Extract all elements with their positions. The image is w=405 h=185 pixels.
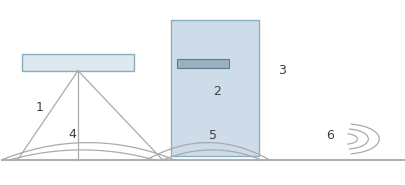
Text: 2: 2 xyxy=(213,85,220,98)
Text: 1: 1 xyxy=(36,101,43,114)
Bar xyxy=(171,20,259,156)
Text: 6: 6 xyxy=(325,129,333,142)
Text: 5: 5 xyxy=(209,129,217,142)
Bar xyxy=(21,54,134,71)
Text: 4: 4 xyxy=(68,128,76,141)
Text: 3: 3 xyxy=(277,64,285,77)
Bar xyxy=(176,59,229,68)
